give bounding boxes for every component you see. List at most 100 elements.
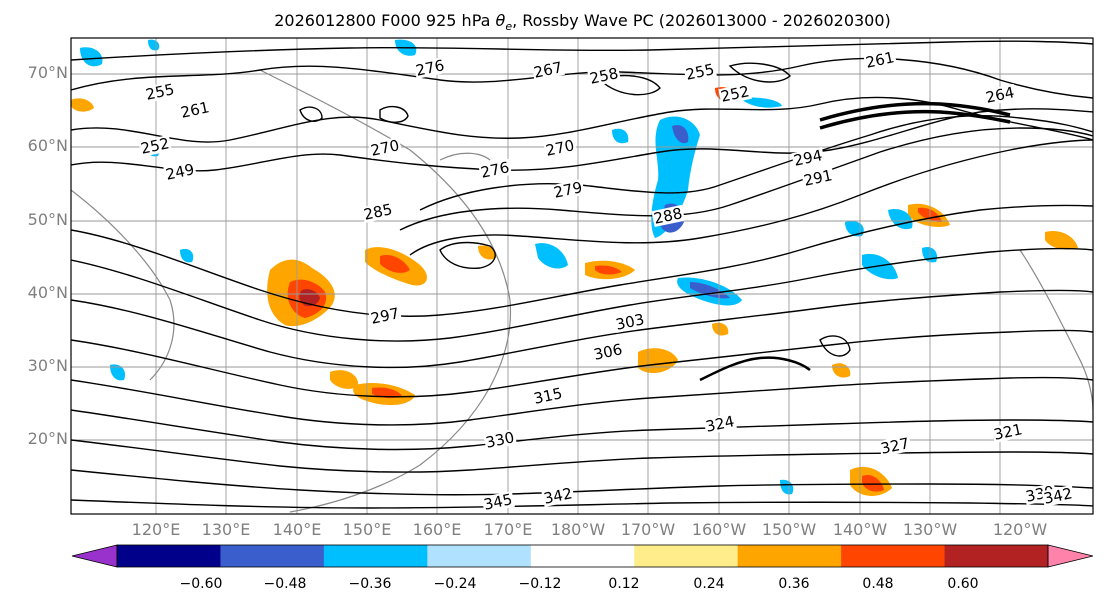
positive-anomaly-far-west (71, 98, 94, 112)
colorbar-tick-label: −0.12 (518, 576, 562, 592)
contour-14 (71, 439, 1093, 473)
contour-1 (71, 40, 1093, 61)
positive-anomaly-japan-peak (299, 289, 320, 307)
negative-anomaly-alaska (888, 209, 913, 230)
contour-lines (71, 40, 1093, 509)
lon-label-160e: 160°E (412, 520, 462, 539)
map-frame (70, 37, 1094, 515)
positive-anomaly-small-2 (712, 322, 729, 336)
coastlines (71, 69, 1093, 513)
contour-6 (399, 127, 1093, 231)
contour-11 (71, 329, 1093, 398)
lon-label-120e: 120°E (131, 520, 181, 539)
colorbar-frame (116, 544, 1049, 568)
colorbar-tick-label: 0.60 (947, 576, 979, 592)
contour-15 (71, 469, 1093, 496)
colorbar-tick-label: 0.12 (608, 576, 640, 592)
contour-hawaii-band (699, 356, 811, 382)
positive-anomaly-nw-pacific-core (380, 254, 410, 273)
colorbar-swatch (530, 545, 635, 567)
contour-13 (71, 409, 1093, 451)
coastline-kamchatka (439, 152, 491, 161)
lon-label-170w: 170°W (620, 520, 676, 539)
colorbar (71, 544, 1094, 568)
contour-closed-1 (379, 105, 409, 123)
colorbar-extend-max (1047, 544, 1094, 568)
negative-anomaly-mid-pacific (535, 243, 568, 269)
positive-anomaly-west-coast (1045, 230, 1078, 250)
lon-label-150w: 150°W (761, 520, 817, 539)
negative-anomaly-small-8 (148, 39, 160, 51)
negative-anomaly-small-3 (110, 364, 126, 381)
colorbar-swatch (117, 545, 221, 567)
colorbar-tick-label: 0.36 (778, 576, 810, 592)
lat-label-50n: 50°N (27, 210, 68, 229)
colorbar-swatch (841, 545, 946, 567)
colorbar-tick-label: −0.60 (179, 576, 223, 592)
contour-tight-band-2 (819, 109, 1011, 130)
lat-label-30n: 30°N (27, 356, 68, 375)
negative-anomaly-small-5 (180, 248, 194, 263)
lon-label-120w: 120°W (992, 520, 1048, 539)
contour-16 (71, 499, 1093, 509)
negative-anomaly-small-6 (780, 479, 794, 495)
coastline-north-america (1019, 249, 1093, 411)
map-gridlines (71, 38, 1093, 514)
map-background (71, 38, 1093, 514)
contour-8 (71, 204, 1093, 317)
coastline-asia (71, 189, 175, 381)
negative-anomaly-small-1 (845, 220, 864, 237)
colorbar-swatch (323, 545, 428, 567)
title-run: 2026012800 F000 925 hPa (274, 11, 491, 30)
colorbar-swatch (427, 545, 532, 567)
lat-label-40n: 40°N (27, 283, 68, 302)
lon-label-180w: 180°W (550, 520, 606, 539)
contour-7 (409, 139, 1093, 256)
coastline-large-arc (259, 69, 512, 513)
colorbar-swatch (737, 545, 842, 567)
contour-closed-high (439, 241, 496, 269)
title-theta-symbol: θ (495, 11, 506, 30)
colorbar-swatch (634, 545, 739, 567)
lon-label-130w: 130°W (902, 520, 958, 539)
map-plot-area (71, 38, 1093, 514)
map-title: 2026012800 F000 925 hPa θe, Rossby Wave … (0, 11, 1105, 33)
lon-label-160w: 160°W (691, 520, 747, 539)
lon-label-170e: 170°E (483, 520, 533, 539)
lon-label-140e: 140°E (272, 520, 322, 539)
contour-4 (71, 108, 1093, 172)
title-theta-subscript: e (505, 20, 513, 34)
positive-anomaly-central-pacific-core (595, 265, 622, 275)
colorbar-swatch (220, 545, 325, 567)
negative-anomaly-north-pacific-core-2 (672, 124, 689, 144)
colorbar-tick-label: −0.36 (348, 576, 392, 592)
contour-9 (71, 248, 1093, 342)
lon-label-140w: 140°W (832, 520, 888, 539)
lon-label-130e: 130°E (201, 520, 251, 539)
lat-label-70n: 70°N (27, 63, 68, 82)
positive-anomaly-subtropic-2-core (372, 387, 402, 399)
lat-label-60n: 60°N (27, 136, 68, 155)
colorbar-extend-min (71, 544, 118, 568)
negative-anomaly-small-2 (612, 128, 629, 144)
positive-anomaly-subtropic-1 (330, 370, 359, 389)
contour-tight-band (819, 101, 1011, 122)
lat-label-20n: 20°N (27, 429, 68, 448)
positive-anomaly-small-1 (478, 245, 497, 260)
title-rest: , Rossby Wave PC (2026013000 - 202602030… (512, 11, 891, 30)
negative-anomaly-far-nw (80, 47, 103, 67)
contour-closed-5 (728, 62, 791, 83)
contour-5 (419, 115, 1093, 211)
colorbar-swatch (944, 545, 1049, 567)
colorbar-tick-label: 0.48 (862, 576, 894, 592)
negative-anomaly-ne-pacific (862, 253, 898, 280)
anomaly-shading (71, 39, 1078, 496)
contour-12 (71, 376, 1093, 426)
negative-anomaly-bering (740, 97, 782, 108)
positive-anomaly-sw-1-core (862, 474, 884, 492)
contour-closed-2 (299, 106, 323, 122)
colorbar-tick-label: 0.24 (693, 576, 725, 592)
colorbar-tick-label: −0.24 (433, 576, 477, 592)
lon-label-150e: 150°E (342, 520, 392, 539)
